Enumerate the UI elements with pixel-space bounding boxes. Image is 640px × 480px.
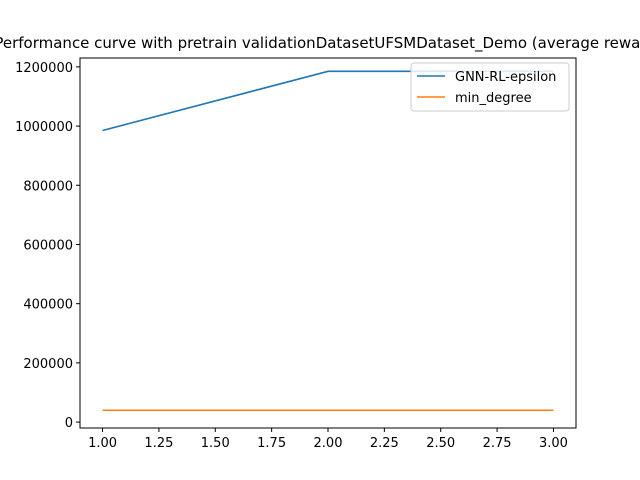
y-tick-label: 1200000 — [15, 61, 73, 76]
x-axis: 1.00 1.25 1.50 1.75 2.00 2.25 2.50 2.75 3.00 — [88, 428, 568, 451]
x-tick-label: 2.25 — [370, 436, 399, 451]
legend-box — [410, 62, 570, 112]
y-tick-label: 0 — [65, 416, 73, 431]
x-tick-label: 2.75 — [483, 436, 512, 451]
x-tick-label: 1.50 — [201, 436, 230, 451]
y-tick-label: 400000 — [23, 298, 73, 313]
y-tick-label: 600000 — [23, 238, 73, 253]
legend-label-0: GNN-RL-epsilon — [455, 70, 556, 85]
x-tick-label: 2.50 — [426, 436, 455, 451]
x-tick-label: 3.00 — [539, 436, 568, 451]
y-axis: 0 200000 400000 600000 800000 1000000 1200000 — [15, 61, 80, 431]
x-tick-label: 1.25 — [144, 436, 173, 451]
y-tick-label: 800000 — [23, 179, 73, 194]
plot-area — [79, 57, 577, 429]
y-tick-label: 1000000 — [15, 120, 73, 135]
x-tick-label: 1.75 — [257, 436, 286, 451]
plot-frame — [79, 57, 577, 429]
legend-label-1: min_degree — [455, 91, 532, 106]
x-tick-label: 2.00 — [314, 436, 343, 451]
legend: GNN-RL-epsilon min_degree — [410, 62, 570, 112]
x-tick-label: 1.00 — [88, 436, 117, 451]
y-tick-label: 200000 — [23, 357, 73, 372]
chart-title: Performance curve with pretrain validati… — [0, 34, 640, 53]
